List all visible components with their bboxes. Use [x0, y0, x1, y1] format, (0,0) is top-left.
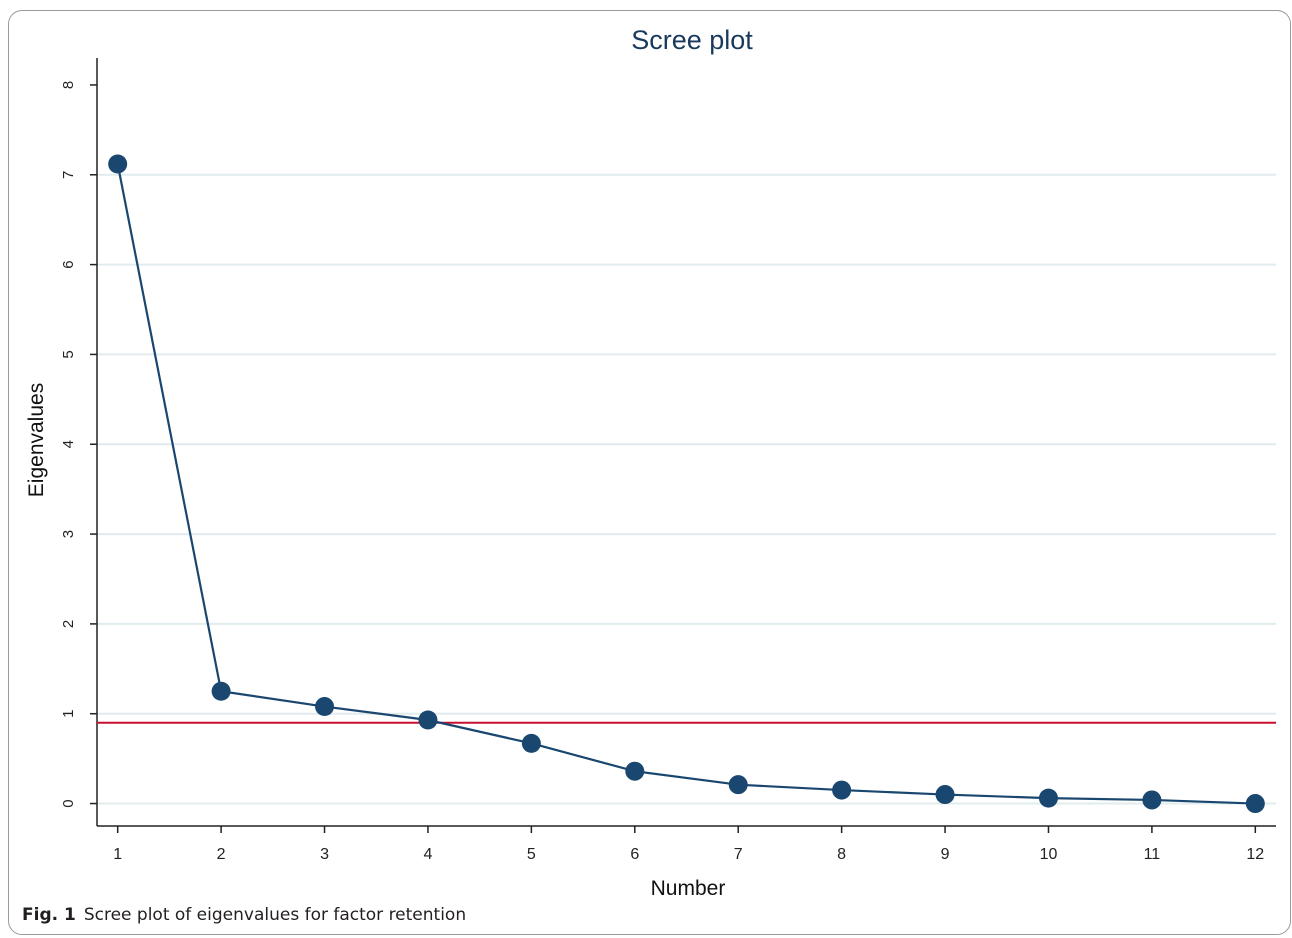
data-point-1 — [108, 154, 128, 174]
y-tick-label-0: 0 — [60, 799, 77, 807]
y-tick-label-8: 8 — [60, 81, 77, 89]
data-point-10 — [1038, 788, 1058, 808]
data-point-3 — [315, 697, 335, 717]
data-point-6 — [625, 761, 645, 781]
chart-title: Scree plot — [631, 25, 753, 55]
data-point-4 — [418, 710, 438, 730]
y-axis-label: Eigenvalues — [25, 383, 48, 497]
figure-caption: Fig. 1 Scree plot of eigenvalues for fact… — [22, 905, 466, 925]
x-tick-label-12: 12 — [1246, 846, 1264, 863]
y-tick-label-3: 3 — [60, 530, 77, 538]
data-point-2 — [211, 681, 231, 701]
x-tick-label-11: 11 — [1144, 846, 1161, 863]
x-tick-label-8: 8 — [837, 846, 846, 863]
data-point-11 — [1142, 790, 1162, 810]
data-point-7 — [728, 775, 748, 795]
y-tick-label-6: 6 — [60, 260, 77, 268]
x-tick-label-3: 3 — [320, 846, 329, 863]
series-group — [108, 154, 1265, 814]
x-tick-label-4: 4 — [423, 846, 432, 863]
x-tick-label-7: 7 — [734, 846, 743, 863]
gridlines — [97, 173, 1276, 805]
data-point-12 — [1245, 794, 1265, 814]
data-point-9 — [935, 785, 955, 805]
figure-frame — [8, 10, 1291, 935]
x-tick-label-9: 9 — [941, 846, 950, 863]
x-tick-label-2: 2 — [217, 846, 226, 863]
caption-text: Scree plot of eigenvalues for factor ret… — [83, 905, 467, 925]
caption-label: Fig. 1 — [22, 905, 76, 925]
x-axis-label: Number — [651, 877, 726, 900]
x-tick-label-6: 6 — [630, 846, 639, 863]
y-tick-label-2: 2 — [60, 620, 77, 628]
series-line — [116, 163, 1256, 805]
y-tick-label-7: 7 — [60, 171, 77, 179]
y-tick-label-5: 5 — [60, 350, 77, 358]
x-tick-label-1: 1 — [113, 846, 122, 863]
data-point-8 — [832, 780, 852, 800]
y-tick-label-4: 4 — [60, 440, 77, 448]
x-tick-label-5: 5 — [527, 846, 536, 863]
y-tick-label-1: 1 — [60, 710, 77, 718]
data-point-5 — [521, 733, 541, 753]
x-tick-label-10: 10 — [1040, 846, 1058, 863]
